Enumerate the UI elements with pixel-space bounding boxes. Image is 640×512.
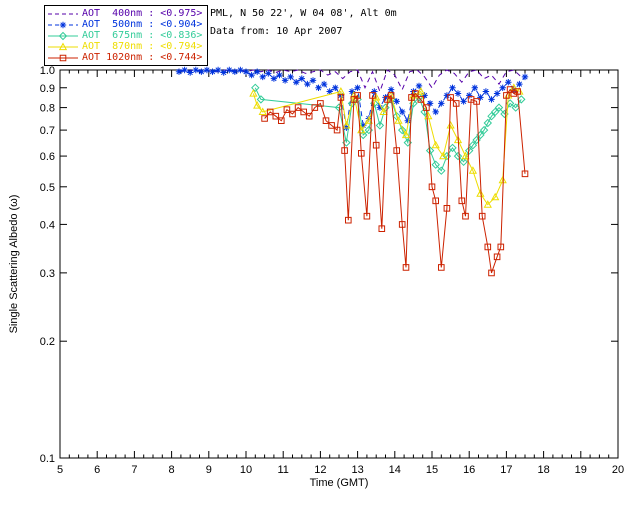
svg-text:0.2: 0.2 bbox=[40, 336, 55, 348]
y-axis-title: Single Scattering Albedo (ω) bbox=[8, 194, 20, 334]
legend-item-500nm: AOT 500nm : <0.904> bbox=[48, 19, 202, 30]
svg-text:12: 12 bbox=[314, 464, 326, 476]
svg-text:8: 8 bbox=[169, 464, 175, 476]
svg-text:17: 17 bbox=[500, 464, 512, 476]
data-date-text: Data from: 10 Apr 2007 bbox=[210, 26, 343, 37]
legend-line-sample-870nm bbox=[48, 42, 78, 50]
svg-text:0.7: 0.7 bbox=[40, 125, 55, 137]
svg-text:6: 6 bbox=[94, 464, 100, 476]
legend-item-400nm: AOT 400nm : <0.975> bbox=[48, 8, 202, 19]
svg-text:18: 18 bbox=[537, 464, 549, 476]
svg-text:11: 11 bbox=[277, 464, 288, 476]
legend-line-sample-1020nm bbox=[48, 54, 78, 61]
station-location-text: PML, N 50 22', W 04 08', Alt 0m bbox=[210, 8, 397, 19]
svg-text:0.3: 0.3 bbox=[40, 268, 55, 280]
svg-text:9: 9 bbox=[206, 464, 212, 476]
svg-text:16: 16 bbox=[463, 464, 475, 476]
legend-label-675nm: AOT 675nm : <0.836> bbox=[82, 30, 203, 41]
legend-line-sample-400nm bbox=[48, 13, 78, 14]
legend-item-1020nm: AOT 1020nm : <0.744> bbox=[48, 52, 202, 63]
svg-text:14: 14 bbox=[389, 464, 401, 476]
x-axis-title: Time (GMT) bbox=[309, 477, 369, 489]
legend-label-400nm: AOT 400nm : <0.975> bbox=[82, 8, 203, 19]
svg-text:15: 15 bbox=[426, 464, 438, 476]
svg-text:0.9: 0.9 bbox=[40, 83, 55, 95]
svg-text:10: 10 bbox=[240, 464, 252, 476]
legend-box: AOT 400nm : <0.975> AOT 500nm : <0.904> … bbox=[44, 5, 209, 66]
svg-text:0.6: 0.6 bbox=[40, 151, 55, 163]
svg-text:7: 7 bbox=[131, 464, 137, 476]
legend-item-870nm: AOT 870nm : <0.794> bbox=[48, 41, 202, 52]
svg-text:1.0: 1.0 bbox=[40, 65, 55, 77]
legend-line-sample-500nm bbox=[48, 21, 78, 28]
svg-text:20: 20 bbox=[612, 464, 624, 476]
legend-label-870nm: AOT 870nm : <0.794> bbox=[82, 41, 203, 52]
svg-text:19: 19 bbox=[575, 464, 587, 476]
svg-text:0.8: 0.8 bbox=[40, 103, 55, 115]
svg-text:0.4: 0.4 bbox=[40, 219, 55, 231]
svg-text:13: 13 bbox=[351, 464, 363, 476]
legend-label-500nm: AOT 500nm : <0.904> bbox=[82, 19, 203, 30]
legend-line-sample-675nm bbox=[48, 31, 78, 40]
svg-text:0.1: 0.1 bbox=[40, 453, 55, 465]
legend-item-675nm: AOT 675nm : <0.836> bbox=[48, 30, 202, 41]
legend-label-1020nm: AOT 1020nm : <0.744> bbox=[82, 52, 203, 63]
svg-text:0.5: 0.5 bbox=[40, 182, 55, 194]
svg-text:5: 5 bbox=[57, 464, 63, 476]
